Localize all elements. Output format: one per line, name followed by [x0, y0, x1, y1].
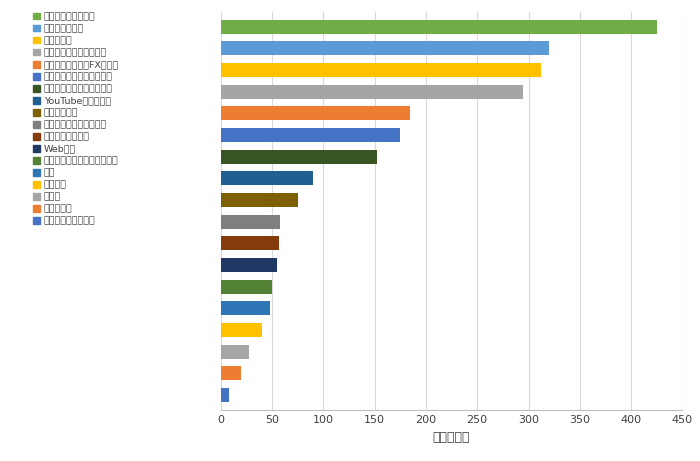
- Bar: [220, 280, 272, 294]
- Bar: [220, 388, 229, 402]
- Bar: [220, 236, 279, 250]
- Bar: [220, 106, 410, 120]
- Bar: [220, 171, 313, 185]
- Bar: [220, 20, 657, 34]
- Legend: アンケートモニター, ポイントサイト, データ入力, 記事のライティング業務, 投資（株式投資・FXなど）, アフィリエイト（ブログ）, フリマアプリで不用品販: アンケートモニター, ポイントサイト, データ入力, 記事のライティング業務, …: [34, 12, 119, 225]
- Bar: [220, 258, 277, 272]
- Bar: [220, 301, 270, 315]
- Bar: [220, 41, 549, 55]
- Bar: [220, 366, 241, 380]
- Bar: [220, 63, 541, 77]
- Bar: [220, 345, 249, 359]
- Bar: [220, 215, 280, 229]
- Bar: [220, 193, 298, 207]
- X-axis label: （回答数）: （回答数）: [433, 431, 470, 443]
- Bar: [220, 150, 377, 164]
- Bar: [220, 85, 524, 99]
- Bar: [220, 323, 262, 337]
- Bar: [220, 128, 400, 142]
